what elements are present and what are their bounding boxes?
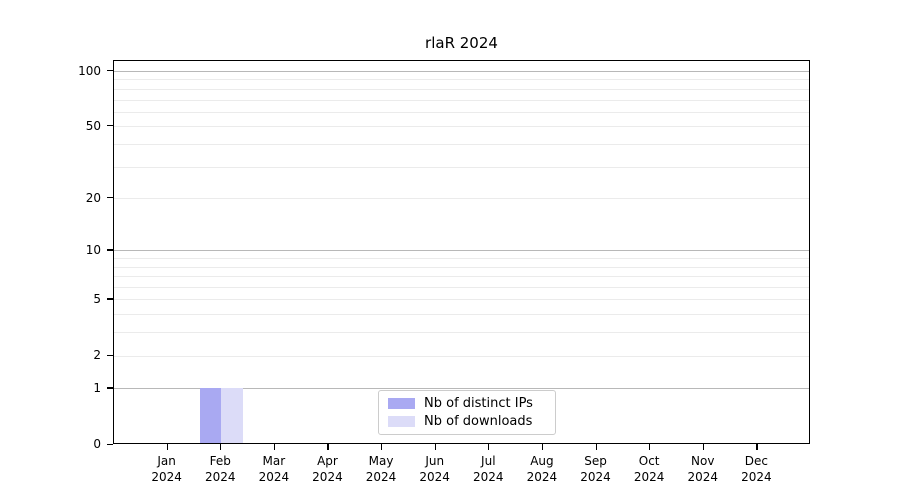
- x-tick-label: Feb 2024: [204, 453, 236, 484]
- x-tick: [166, 444, 168, 450]
- bar-layer: [114, 61, 809, 444]
- minor-gridline: [114, 143, 809, 145]
- minor-gridline: [114, 99, 809, 101]
- x-tick-label: Jun 2024: [419, 453, 450, 484]
- major-gridline: [114, 250, 809, 252]
- minor-gridline: [114, 332, 809, 334]
- y-tick: [107, 197, 113, 199]
- minor-gridline: [114, 198, 809, 200]
- major-gridline: [114, 388, 809, 390]
- x-tick: [273, 444, 276, 450]
- legend-item-downloads: Nb of downloads: [388, 414, 546, 429]
- legend: Nb of distinct IPs Nb of downloads: [378, 390, 556, 435]
- x-tick: [541, 444, 544, 450]
- legend-label-downloads: Nb of downloads: [424, 414, 533, 429]
- y-tick: [107, 125, 113, 127]
- minor-gridline: [114, 355, 809, 357]
- x-tick-label: Oct 2024: [633, 453, 665, 484]
- minor-gridline: [114, 111, 809, 113]
- minor-gridline: [114, 287, 809, 289]
- y-tick: [107, 443, 113, 445]
- minor-gridline: [114, 126, 809, 128]
- y-tick-label: 1: [93, 380, 101, 395]
- x-tick: [756, 444, 758, 450]
- x-tick-label: Mar 2024: [258, 453, 290, 484]
- x-tick: [327, 444, 329, 450]
- y-tick: [107, 249, 113, 251]
- legend-item-distinct-ips: Nb of distinct IPs: [388, 396, 546, 411]
- legend-label-distinct-ips: Nb of distinct IPs: [424, 396, 533, 411]
- x-tick-label: Jul 2024: [473, 453, 504, 484]
- y-tick: [107, 354, 113, 356]
- y-tick-label: 100: [78, 63, 101, 78]
- legend-swatch-downloads: [388, 416, 415, 427]
- major-gridline: [114, 71, 809, 72]
- minor-gridline: [114, 79, 809, 81]
- x-tick: [702, 444, 704, 450]
- x-tick-label: Apr 2024: [312, 453, 343, 484]
- y-tick-label: 5: [93, 291, 101, 306]
- plot-area: [113, 60, 810, 444]
- y-tick-label: 50: [85, 118, 101, 133]
- grid-layer: [114, 61, 809, 443]
- legend-swatch-distinct-ips: [388, 398, 415, 409]
- y-tick-label: 10: [85, 242, 101, 257]
- minor-gridline: [114, 258, 809, 260]
- chart-title: rlaR 2024: [425, 34, 498, 52]
- x-tick: [649, 444, 651, 450]
- y-tick: [107, 298, 113, 300]
- minor-gridline: [114, 266, 809, 268]
- x-tick: [381, 444, 383, 450]
- bar-nb-of-downloads-feb: [221, 388, 243, 444]
- x-tick-label: May 2024: [365, 453, 397, 484]
- y-tick: [107, 387, 113, 389]
- x-tick-label: Dec 2024: [741, 453, 772, 484]
- bar-nb-of-distinct-ips-feb: [199, 388, 222, 444]
- y-tick: [107, 70, 113, 72]
- minor-gridline: [114, 276, 809, 278]
- y-tick-label: 2: [93, 348, 101, 363]
- minor-gridline: [114, 299, 809, 301]
- x-tick: [220, 444, 222, 450]
- minor-gridline: [114, 88, 809, 90]
- minor-gridline: [114, 166, 809, 168]
- x-tick: [488, 444, 490, 450]
- x-tick: [434, 444, 436, 450]
- y-tick-label: 0: [93, 437, 101, 451]
- x-tick-label: Nov 2024: [687, 453, 719, 484]
- minor-gridline: [114, 314, 809, 316]
- x-tick-label: Sep 2024: [580, 453, 611, 484]
- x-tick: [595, 444, 597, 450]
- y-tick-label: 20: [85, 190, 101, 205]
- x-tick-label: Aug 2024: [526, 453, 558, 484]
- x-tick-label: Jan 2024: [151, 453, 182, 484]
